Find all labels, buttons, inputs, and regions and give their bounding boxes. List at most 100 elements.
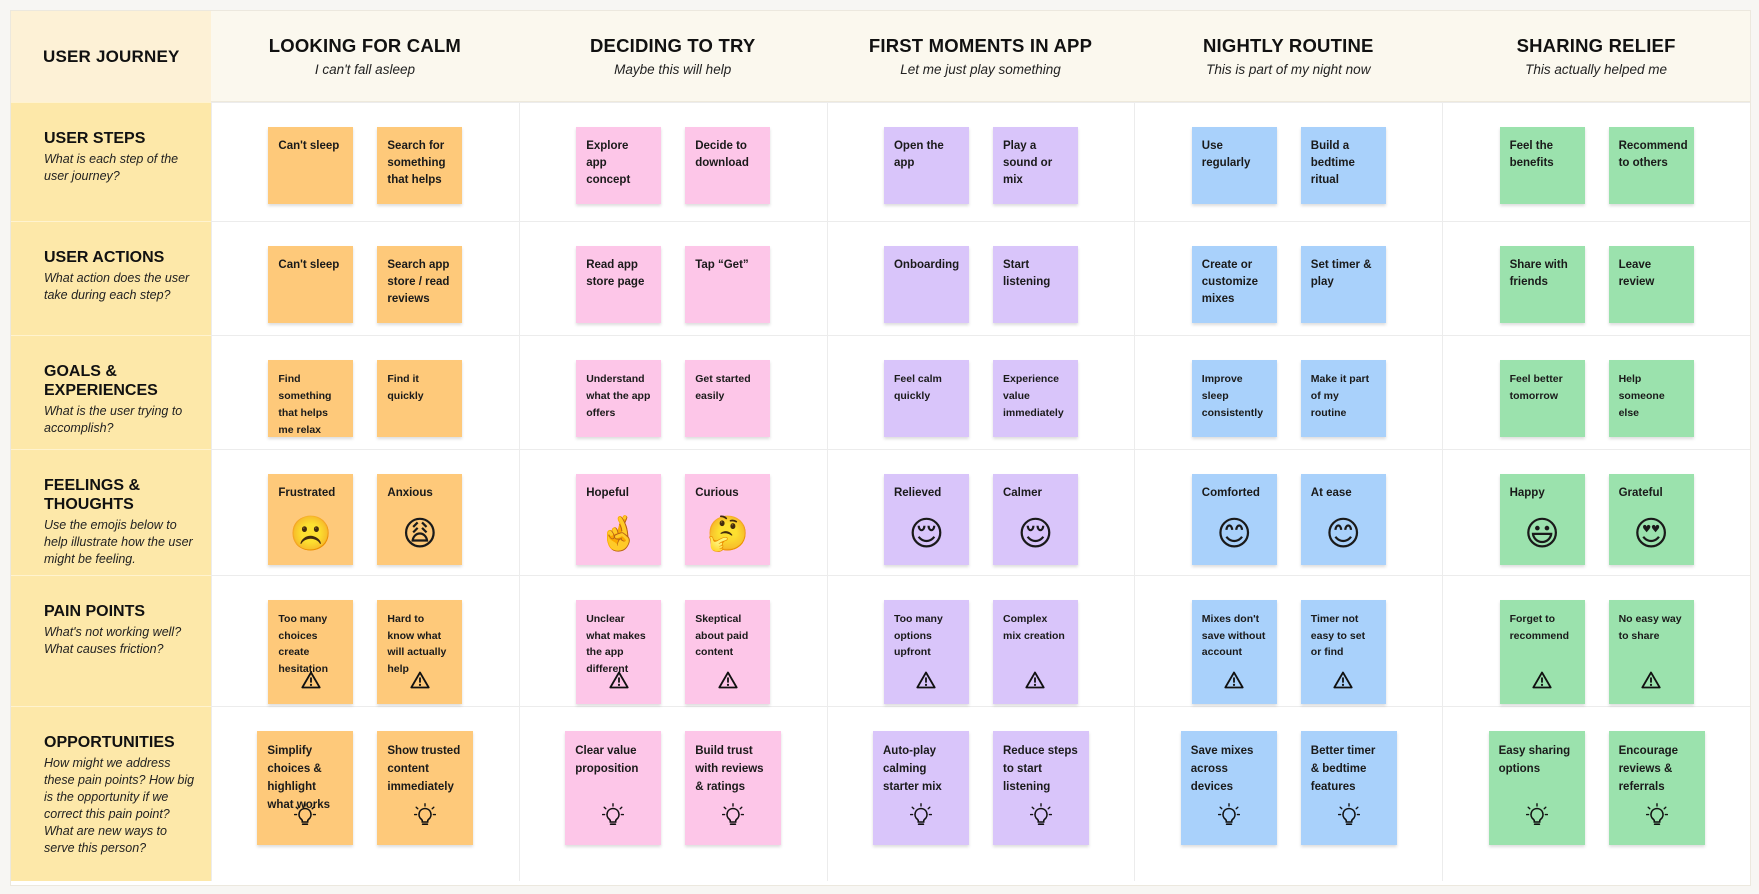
sticky-note[interactable]: Easy sharing options xyxy=(1488,731,1585,845)
sticky-note[interactable]: Help someone else xyxy=(1608,360,1694,437)
stage-header: DECIDING TO TRY Maybe this will help xyxy=(518,11,827,102)
sticky-note[interactable]: Hard to know what will actually help xyxy=(377,600,463,704)
lightbulb-icon xyxy=(1609,803,1705,833)
sticky-note[interactable]: Forget to recommend xyxy=(1499,600,1585,704)
sticky-note[interactable]: Feel better tomorrow xyxy=(1499,360,1585,437)
sticky-note[interactable]: Grateful 😍 xyxy=(1608,474,1694,565)
row-description: Use the emojis below to help illustrate … xyxy=(44,518,193,566)
sticky-note[interactable]: Encourage reviews & referrals xyxy=(1608,731,1705,845)
sticky-note-text: Decide to download xyxy=(695,140,749,169)
sticky-note-text: Show trusted content immediately xyxy=(387,745,461,793)
sticky-note[interactable]: Understand what the app offers xyxy=(576,360,662,437)
sticky-note[interactable]: Too many choices create hesitation xyxy=(268,600,354,704)
feeling-emoji: 🤞 xyxy=(597,515,640,553)
sticky-note-text: Search app store / read reviews xyxy=(387,259,450,305)
sticky-note[interactable]: Experience value immediately xyxy=(992,360,1078,437)
sticky-note[interactable]: Unclear what makes the app different xyxy=(576,600,662,704)
sticky-note[interactable]: Decide to download xyxy=(685,127,771,204)
sticky-note[interactable]: Better timer & bedtime features xyxy=(1300,731,1397,845)
sticky-note[interactable]: Open the app xyxy=(883,127,969,204)
sticky-note[interactable]: Share with friends xyxy=(1499,246,1585,323)
sticky-note[interactable]: Calmer 😌 xyxy=(992,474,1078,565)
sticky-note-text: Can't sleep xyxy=(278,140,340,152)
sticky-note[interactable]: Comforted 😊 xyxy=(1191,474,1277,565)
lightbulb-icon xyxy=(1301,803,1397,833)
sticky-note-text: Build trust with reviews & ratings xyxy=(695,745,764,793)
sticky-note-text: Find it quickly xyxy=(387,373,424,402)
journey-cell: Save mixes across devices Better timer & … xyxy=(1134,706,1443,881)
sticky-note[interactable]: Build a bedtime ritual xyxy=(1300,127,1386,204)
sticky-note[interactable]: Leave review xyxy=(1608,246,1694,323)
sticky-note[interactable]: Frustrated ☹️ xyxy=(268,474,354,565)
sticky-note[interactable]: Tap “Get” xyxy=(685,246,771,323)
journey-cell: Can't sleep Search app store / read revie… xyxy=(211,221,519,335)
sticky-note[interactable]: Timer not easy to set or find xyxy=(1300,600,1386,704)
sticky-note[interactable]: Hopeful 🤞 xyxy=(576,474,662,565)
sticky-note[interactable]: Set timer & play xyxy=(1300,246,1386,323)
journey-cell: Feel better tomorrow Help someone else xyxy=(1442,335,1750,449)
sticky-note[interactable]: Show trusted content immediately xyxy=(377,731,474,845)
sticky-note[interactable]: Find something that helps me relax xyxy=(268,360,354,437)
sticky-note[interactable]: Relieved 😌 xyxy=(883,474,969,565)
lightbulb-icon xyxy=(377,803,473,833)
sticky-note[interactable]: Skeptical about paid content xyxy=(685,600,771,704)
sticky-note[interactable]: Get started easily xyxy=(685,360,771,437)
sticky-note[interactable]: At ease 😊 xyxy=(1300,474,1386,565)
sticky-note[interactable]: Complex mix creation xyxy=(992,600,1078,704)
sticky-note[interactable]: Find it quickly xyxy=(377,360,463,437)
sticky-note-text: Better timer & bedtime features xyxy=(1310,745,1376,793)
stage-title: SHARING RELIEF xyxy=(1516,35,1676,56)
sticky-note[interactable]: Auto-play calming starter mix xyxy=(872,731,969,845)
sticky-note[interactable]: Mixes don't save without account xyxy=(1191,600,1277,704)
journey-cell: Onboarding Start listening xyxy=(826,221,1135,335)
warning-icon xyxy=(268,671,353,695)
sticky-note-text: Find something that helps me relax xyxy=(278,373,332,436)
sticky-note[interactable]: No easy way to share xyxy=(1608,600,1694,704)
sticky-note[interactable]: Reduce steps to start listening xyxy=(992,731,1089,845)
journey-cell: Relieved 😌 Calmer 😌 xyxy=(826,449,1135,575)
sticky-note[interactable]: Clear value proposition xyxy=(565,731,662,845)
sticky-note[interactable]: Search for something that helps xyxy=(377,127,463,204)
journey-cell: Can't sleep Search for something that hel… xyxy=(211,102,519,221)
sticky-note[interactable]: Too many options upfront xyxy=(883,600,969,704)
sticky-note-text: Too many options upfront xyxy=(893,613,943,658)
sticky-note-text: Feel the benefits xyxy=(1509,140,1554,169)
sticky-note[interactable]: Onboarding xyxy=(883,246,969,323)
sticky-note[interactable]: Anxious 😩 xyxy=(377,474,463,565)
sticky-note-text: Build a bedtime ritual xyxy=(1310,140,1355,186)
feeling-emoji: 😌 xyxy=(908,515,945,553)
sticky-note[interactable]: Feel calm quickly xyxy=(883,360,969,437)
sticky-note[interactable]: Read app store page xyxy=(576,246,662,323)
sticky-note-text: Forget to recommend xyxy=(1509,613,1570,642)
sticky-note[interactable]: Recommend to others xyxy=(1608,127,1694,204)
journey-cell: Understand what the app offers Get starte… xyxy=(518,335,827,449)
stage-subtitle: Let me just play something xyxy=(900,62,1061,77)
sticky-note[interactable]: Feel the benefits xyxy=(1499,127,1585,204)
sticky-note[interactable]: Can't sleep xyxy=(268,127,354,204)
sticky-note-text: Tap “Get” xyxy=(695,259,749,271)
row-title: GOALS & EXPERIENCES xyxy=(44,363,158,399)
sticky-note[interactable]: Can't sleep xyxy=(268,246,354,323)
sticky-note[interactable]: Improve sleep consistently xyxy=(1191,360,1277,437)
row-title: USER STEPS xyxy=(44,130,146,147)
sticky-note[interactable]: Explore app concept xyxy=(576,127,662,204)
row-header: USER ACTIONS What action does the user ta… xyxy=(11,221,211,335)
sticky-note-text: Reduce steps to start listening xyxy=(1002,745,1078,793)
warning-icon xyxy=(1301,671,1386,695)
journey-cell: Forget to recommend No easy way to share xyxy=(1442,575,1750,706)
sticky-note-text: Start listening xyxy=(1002,259,1051,288)
sticky-note[interactable]: Save mixes across devices xyxy=(1180,731,1277,845)
sticky-note[interactable]: Play a sound or mix xyxy=(992,127,1078,204)
sticky-note[interactable]: Build trust with reviews & ratings xyxy=(685,731,782,845)
sticky-note[interactable]: Search app store / read reviews xyxy=(377,246,463,323)
sticky-note[interactable]: Happy 😃 xyxy=(1499,474,1585,565)
lightbulb-icon xyxy=(257,803,353,833)
sticky-note[interactable]: Start listening xyxy=(992,246,1078,323)
sticky-note[interactable]: Use regularly xyxy=(1191,127,1277,204)
sticky-note[interactable]: Curious 🤔 xyxy=(685,474,771,565)
sticky-note[interactable]: Make it part of my routine xyxy=(1300,360,1386,437)
row-header: GOALS & EXPERIENCES What is the user tryi… xyxy=(11,335,211,449)
sticky-note[interactable]: Create or customize mixes xyxy=(1191,246,1277,323)
sticky-note-text: Frustrated xyxy=(278,487,336,499)
sticky-note[interactable]: Simplify choices & highlight what works xyxy=(257,731,354,845)
